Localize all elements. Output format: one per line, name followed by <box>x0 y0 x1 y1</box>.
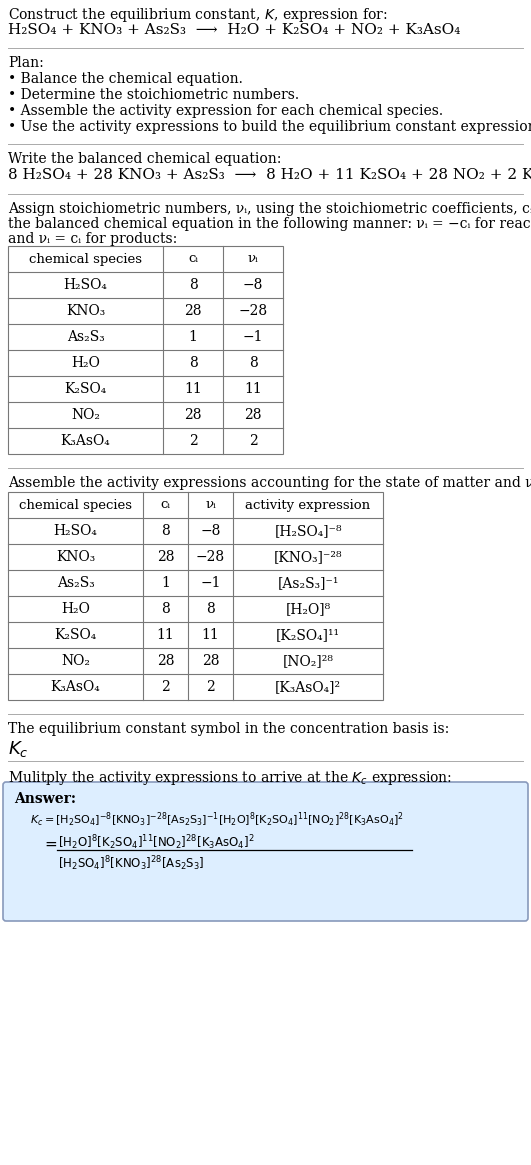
Text: 28: 28 <box>244 408 262 422</box>
Text: As₂S₃: As₂S₃ <box>57 576 95 589</box>
Text: • Use the activity expressions to build the equilibrium constant expression.: • Use the activity expressions to build … <box>8 120 531 134</box>
Text: −8: −8 <box>243 278 263 292</box>
Text: • Determine the stoichiometric numbers.: • Determine the stoichiometric numbers. <box>8 89 299 103</box>
Text: 2: 2 <box>249 435 258 449</box>
Text: 8: 8 <box>161 602 170 616</box>
Text: 8: 8 <box>189 278 198 292</box>
Text: 11: 11 <box>202 628 219 642</box>
Text: 11: 11 <box>157 628 174 642</box>
Text: Assemble the activity expressions accounting for the state of matter and νᵢ:: Assemble the activity expressions accoun… <box>8 476 531 490</box>
Text: −28: −28 <box>196 550 225 564</box>
Text: 28: 28 <box>184 408 202 422</box>
Text: NO₂: NO₂ <box>61 654 90 668</box>
Bar <box>8 246 283 454</box>
Text: 2: 2 <box>206 680 215 694</box>
FancyBboxPatch shape <box>3 782 528 922</box>
Text: NO₂: NO₂ <box>71 408 100 422</box>
Text: 28: 28 <box>184 304 202 318</box>
Text: 1: 1 <box>189 330 198 344</box>
Text: 1: 1 <box>161 576 170 589</box>
Text: νᵢ: νᵢ <box>247 253 259 266</box>
Text: 8 H₂SO₄ + 28 KNO₃ + As₂S₃  ⟶  8 H₂O + 11 K₂SO₄ + 28 NO₂ + 2 K₃AsO₄: 8 H₂SO₄ + 28 KNO₃ + As₂S₃ ⟶ 8 H₂O + 11 K… <box>8 168 531 182</box>
Text: Write the balanced chemical equation:: Write the balanced chemical equation: <box>8 151 281 165</box>
Text: [NO₂]²⁸: [NO₂]²⁸ <box>282 654 333 668</box>
Text: [H₂O]⁸: [H₂O]⁸ <box>286 602 331 616</box>
Text: • Balance the chemical equation.: • Balance the chemical equation. <box>8 72 243 86</box>
Text: K₂SO₄: K₂SO₄ <box>64 382 107 396</box>
Text: 2: 2 <box>189 435 198 449</box>
Text: −8: −8 <box>200 524 221 538</box>
Text: K₃AsO₄: K₃AsO₄ <box>50 680 100 694</box>
Text: 8: 8 <box>161 524 170 538</box>
Text: Assign stoichiometric numbers, νᵢ, using the stoichiometric coefficients, cᵢ, fr: Assign stoichiometric numbers, νᵢ, using… <box>8 202 531 216</box>
Text: KNO₃: KNO₃ <box>66 304 105 318</box>
Text: 11: 11 <box>244 382 262 396</box>
Text: 8: 8 <box>206 602 215 616</box>
Text: $K_c$: $K_c$ <box>8 739 29 760</box>
Text: H₂SO₄: H₂SO₄ <box>64 278 107 292</box>
Text: cᵢ: cᵢ <box>188 253 198 266</box>
Text: K₂SO₄: K₂SO₄ <box>54 628 97 642</box>
Text: $=$: $=$ <box>42 835 58 850</box>
Text: • Assemble the activity expression for each chemical species.: • Assemble the activity expression for e… <box>8 104 443 118</box>
Text: KNO₃: KNO₃ <box>56 550 95 564</box>
Text: $K_c = [\mathrm{H_2SO_4}]^{-8} [\mathrm{KNO_3}]^{-28} [\mathrm{As_2S_3}]^{-1} [\: $K_c = [\mathrm{H_2SO_4}]^{-8} [\mathrm{… <box>30 811 404 829</box>
Text: Mulitply the activity expressions to arrive at the $K_c$ expression:: Mulitply the activity expressions to arr… <box>8 769 452 788</box>
Text: 28: 28 <box>202 654 219 668</box>
Text: H₂SO₄: H₂SO₄ <box>54 524 97 538</box>
Text: chemical species: chemical species <box>19 499 132 511</box>
Text: H₂SO₄ + KNO₃ + As₂S₃  ⟶  H₂O + K₂SO₄ + NO₂ + K₃AsO₄: H₂SO₄ + KNO₃ + As₂S₃ ⟶ H₂O + K₂SO₄ + NO₂… <box>8 23 460 37</box>
Text: 8: 8 <box>189 356 198 370</box>
Text: 2: 2 <box>161 680 170 694</box>
Text: 28: 28 <box>157 654 174 668</box>
Text: H₂O: H₂O <box>71 356 100 370</box>
Text: [H₂SO₄]⁻⁸: [H₂SO₄]⁻⁸ <box>274 524 342 538</box>
Text: The equilibrium constant symbol in the concentration basis is:: The equilibrium constant symbol in the c… <box>8 722 449 736</box>
Text: cᵢ: cᵢ <box>160 499 170 511</box>
Text: Answer:: Answer: <box>14 792 76 806</box>
Text: Plan:: Plan: <box>8 56 44 70</box>
Text: −1: −1 <box>243 330 263 344</box>
Bar <box>8 492 383 700</box>
Text: [K₂SO₄]¹¹: [K₂SO₄]¹¹ <box>276 628 340 642</box>
Text: [As₂S₃]⁻¹: [As₂S₃]⁻¹ <box>277 576 339 589</box>
Text: [KNO₃]⁻²⁸: [KNO₃]⁻²⁸ <box>274 550 342 564</box>
Text: 11: 11 <box>184 382 202 396</box>
Text: −28: −28 <box>238 304 268 318</box>
Text: and νᵢ = cᵢ for products:: and νᵢ = cᵢ for products: <box>8 232 177 246</box>
Text: Construct the equilibrium constant, $K$, expression for:: Construct the equilibrium constant, $K$,… <box>8 6 388 24</box>
Text: the balanced chemical equation in the following manner: νᵢ = −cᵢ for reactants: the balanced chemical equation in the fo… <box>8 217 531 231</box>
Text: $[\mathrm{H_2O}]^{8} [\mathrm{K_2SO_4}]^{11} [\mathrm{NO_2}]^{28} [\mathrm{K_3As: $[\mathrm{H_2O}]^{8} [\mathrm{K_2SO_4}]^… <box>58 833 255 852</box>
Text: 8: 8 <box>249 356 258 370</box>
Text: As₂S₃: As₂S₃ <box>66 330 105 344</box>
Text: chemical species: chemical species <box>29 253 142 266</box>
Text: νᵢ: νᵢ <box>205 499 216 511</box>
Text: −1: −1 <box>200 576 221 589</box>
Text: H₂O: H₂O <box>61 602 90 616</box>
Text: K₃AsO₄: K₃AsO₄ <box>61 435 110 449</box>
Text: activity expression: activity expression <box>245 499 371 511</box>
Text: [K₃AsO₄]²: [K₃AsO₄]² <box>275 680 341 694</box>
Text: 28: 28 <box>157 550 174 564</box>
Text: $[\mathrm{H_2SO_4}]^{8} [\mathrm{KNO_3}]^{28} [\mathrm{As_2S_3}]$: $[\mathrm{H_2SO_4}]^{8} [\mathrm{KNO_3}]… <box>58 854 204 873</box>
